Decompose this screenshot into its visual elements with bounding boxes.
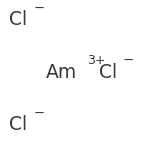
Text: Cl: Cl: [9, 115, 27, 134]
Text: Am: Am: [46, 62, 77, 82]
Text: −: −: [33, 107, 44, 120]
Text: −: −: [33, 2, 44, 15]
Text: 3+: 3+: [87, 54, 105, 67]
Text: −: −: [123, 54, 134, 67]
Text: Cl: Cl: [99, 62, 117, 82]
Text: Cl: Cl: [9, 10, 27, 29]
